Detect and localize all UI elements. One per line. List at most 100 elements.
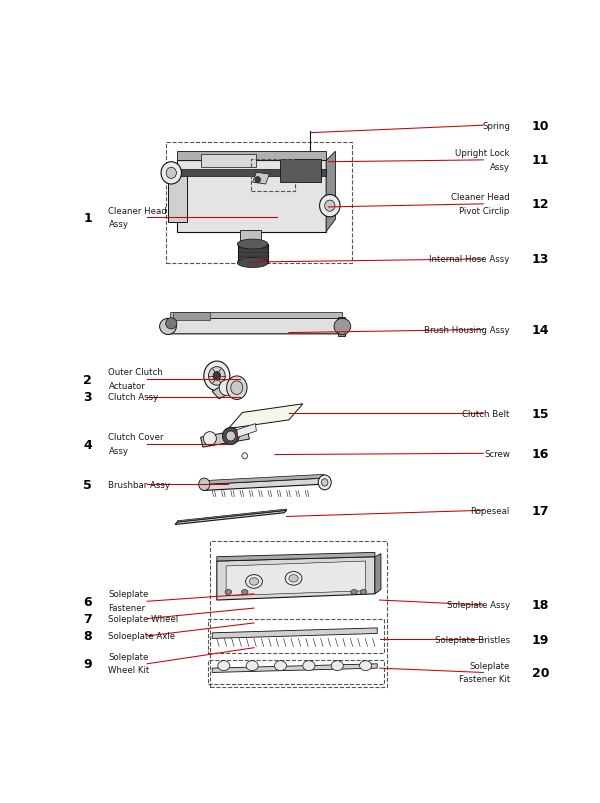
Polygon shape bbox=[203, 479, 324, 491]
Text: Soleplate Bristles: Soleplate Bristles bbox=[434, 634, 510, 644]
Ellipse shape bbox=[203, 432, 217, 446]
Ellipse shape bbox=[161, 162, 181, 185]
Ellipse shape bbox=[246, 661, 258, 671]
Ellipse shape bbox=[318, 475, 331, 490]
Polygon shape bbox=[226, 561, 365, 596]
Text: Clutch Belt: Clutch Belt bbox=[463, 409, 510, 418]
Polygon shape bbox=[217, 552, 375, 561]
Text: 18: 18 bbox=[532, 599, 549, 612]
Polygon shape bbox=[170, 312, 343, 319]
Ellipse shape bbox=[255, 177, 260, 184]
Text: Brush Housing Assy: Brush Housing Assy bbox=[424, 325, 510, 335]
Ellipse shape bbox=[303, 661, 315, 671]
Ellipse shape bbox=[237, 240, 268, 250]
Ellipse shape bbox=[242, 453, 248, 459]
Text: 2: 2 bbox=[83, 373, 92, 386]
Text: 1: 1 bbox=[83, 212, 92, 225]
Polygon shape bbox=[326, 152, 335, 232]
Polygon shape bbox=[168, 173, 187, 223]
Text: Fastener: Fastener bbox=[109, 603, 146, 612]
Text: 5: 5 bbox=[83, 478, 92, 491]
Text: Fastener Kit: Fastener Kit bbox=[458, 675, 510, 683]
Polygon shape bbox=[200, 155, 256, 168]
Text: 19: 19 bbox=[532, 633, 549, 646]
Text: Assy: Assy bbox=[490, 162, 510, 171]
Ellipse shape bbox=[223, 428, 239, 445]
Text: Soleplate Assy: Soleplate Assy bbox=[446, 601, 510, 609]
Polygon shape bbox=[205, 475, 324, 485]
Ellipse shape bbox=[241, 589, 248, 595]
Text: Soloeplate Axle: Soloeplate Axle bbox=[109, 632, 176, 641]
Ellipse shape bbox=[225, 589, 232, 595]
Polygon shape bbox=[237, 424, 256, 438]
Text: Cleaner Head: Cleaner Head bbox=[109, 206, 167, 215]
Polygon shape bbox=[253, 173, 269, 185]
Text: 9: 9 bbox=[83, 658, 92, 671]
Ellipse shape bbox=[274, 661, 287, 671]
Text: 14: 14 bbox=[532, 324, 549, 336]
Polygon shape bbox=[200, 429, 250, 447]
Text: Assy: Assy bbox=[109, 220, 128, 229]
Text: 12: 12 bbox=[532, 198, 549, 211]
Ellipse shape bbox=[325, 201, 335, 212]
Ellipse shape bbox=[360, 589, 367, 595]
Text: Pivot Circlip: Pivot Circlip bbox=[460, 206, 510, 215]
Ellipse shape bbox=[334, 319, 351, 335]
Text: 20: 20 bbox=[532, 666, 549, 679]
Polygon shape bbox=[217, 557, 375, 601]
Polygon shape bbox=[240, 231, 261, 243]
Ellipse shape bbox=[351, 589, 357, 595]
Text: 10: 10 bbox=[532, 120, 549, 132]
Text: 11: 11 bbox=[532, 154, 549, 167]
Bar bbox=[208, 619, 384, 653]
Ellipse shape bbox=[320, 195, 340, 218]
Ellipse shape bbox=[285, 572, 302, 585]
Text: Soleplate: Soleplate bbox=[109, 589, 149, 598]
Text: 3: 3 bbox=[83, 391, 92, 404]
Text: Internal Hose Assy: Internal Hose Assy bbox=[430, 255, 510, 264]
Text: Actuator: Actuator bbox=[109, 381, 145, 390]
Text: Ropeseal: Ropeseal bbox=[470, 506, 510, 515]
Ellipse shape bbox=[359, 661, 371, 671]
Polygon shape bbox=[375, 554, 381, 594]
Ellipse shape bbox=[213, 372, 221, 381]
Text: Outer Clutch: Outer Clutch bbox=[109, 368, 163, 377]
Ellipse shape bbox=[218, 661, 230, 671]
Bar bbox=[251, 160, 295, 192]
Text: Soleplate: Soleplate bbox=[109, 652, 149, 661]
Ellipse shape bbox=[204, 361, 230, 391]
Ellipse shape bbox=[245, 575, 262, 589]
Text: Assy: Assy bbox=[109, 446, 128, 455]
Text: Spring: Spring bbox=[482, 121, 510, 131]
Ellipse shape bbox=[237, 259, 268, 268]
Polygon shape bbox=[212, 377, 242, 399]
Polygon shape bbox=[178, 161, 326, 232]
Text: 6: 6 bbox=[83, 595, 92, 608]
Polygon shape bbox=[178, 509, 287, 523]
Polygon shape bbox=[166, 319, 343, 334]
Ellipse shape bbox=[208, 367, 225, 385]
Text: 7: 7 bbox=[83, 613, 92, 626]
Ellipse shape bbox=[289, 575, 298, 582]
Text: Clutch Assy: Clutch Assy bbox=[109, 393, 159, 402]
Polygon shape bbox=[238, 245, 268, 263]
Ellipse shape bbox=[322, 479, 328, 487]
Bar bbox=[208, 660, 384, 684]
Text: Cleaner Head: Cleaner Head bbox=[451, 193, 510, 202]
Text: 15: 15 bbox=[532, 407, 549, 420]
Polygon shape bbox=[229, 404, 303, 429]
Polygon shape bbox=[212, 664, 377, 673]
Text: Upright Lock: Upright Lock bbox=[455, 149, 510, 157]
Polygon shape bbox=[175, 511, 287, 525]
Polygon shape bbox=[280, 160, 322, 183]
Ellipse shape bbox=[231, 381, 243, 395]
Text: Brushbar Assy: Brushbar Assy bbox=[109, 480, 170, 489]
Bar bbox=[166, 143, 352, 263]
Ellipse shape bbox=[166, 318, 177, 329]
Ellipse shape bbox=[250, 578, 259, 585]
Text: 4: 4 bbox=[83, 438, 92, 451]
Polygon shape bbox=[178, 152, 326, 161]
Polygon shape bbox=[173, 312, 210, 320]
Text: Wheel Kit: Wheel Kit bbox=[109, 666, 150, 675]
Ellipse shape bbox=[219, 380, 236, 396]
